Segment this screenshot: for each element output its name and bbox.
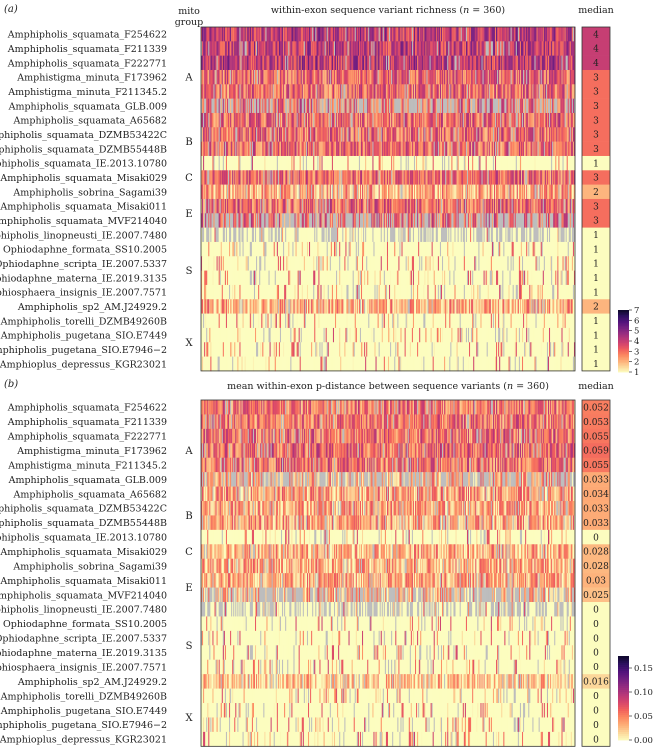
figure: mitogroup (a) within-exon sequence variant… bbox=[0, 0, 653, 752]
panel-label: (a) bbox=[4, 4, 18, 15]
mito-header-line2: group bbox=[175, 17, 204, 28]
mito-header-line1: mito bbox=[178, 6, 200, 17]
heatmap-panel-a: (a) within-exon sequence variant richness… bbox=[0, 4, 639, 378]
median-header: median bbox=[578, 5, 614, 16]
panel-title: within-exon sequence variant richness (n… bbox=[271, 5, 505, 16]
heatmap-cells bbox=[201, 27, 575, 371]
